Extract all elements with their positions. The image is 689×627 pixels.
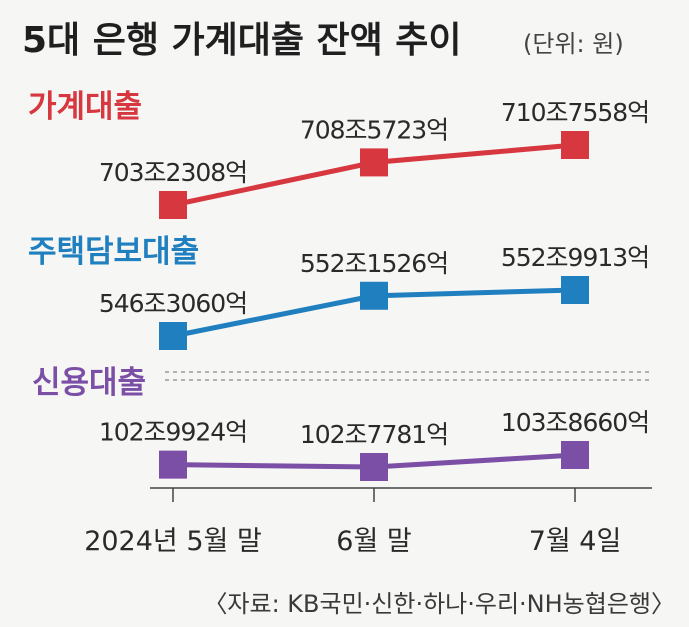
data-label: 552조9913억 <box>501 243 649 272</box>
data-point <box>159 322 187 350</box>
x-tick-label: 2024년 5월 말 <box>84 526 262 557</box>
data-point <box>561 276 589 304</box>
source-note: 〈자료: KB국민·신한·하나·우리·NH농협은행〉 <box>203 590 675 618</box>
series-name: 주택담보대출 <box>28 234 199 270</box>
x-ticks <box>172 488 576 502</box>
data-label: 102조9924억 <box>99 418 247 447</box>
x-tick-label: 6월 말 <box>336 526 411 557</box>
x-tick-label: 7월 4일 <box>529 526 622 557</box>
data-label: 546조3060억 <box>99 289 247 318</box>
data-label: 103조8660억 <box>501 408 649 437</box>
series-2: 신용대출 102조9924억 102조7781억 103조8660억 <box>32 365 650 481</box>
data-point <box>360 453 388 481</box>
data-label: 102조7781억 <box>300 420 448 449</box>
series-1: 주택담보대출 546조3060억 552조1526억 552조9913억 <box>28 234 650 350</box>
chart-title: 5대 은행 가계대출 잔액 추이 <box>22 20 462 61</box>
data-label: 703조2308억 <box>99 158 247 187</box>
series-name: 신용대출 <box>32 365 146 401</box>
data-point <box>561 441 589 469</box>
data-point <box>159 191 187 219</box>
data-point <box>360 281 388 310</box>
series-name: 가계대출 <box>28 89 142 125</box>
data-label: 552조1526억 <box>300 249 448 278</box>
data-point <box>561 131 589 159</box>
data-label: 708조5723억 <box>300 115 448 144</box>
series-0: 가계대출 703조2308억 708조5723억 710조7558억 <box>28 89 650 219</box>
unit-label: (단위: 원) <box>523 30 624 58</box>
x-tick-labels: 2024년 5월 말 6월 말 7월 4일 <box>84 526 621 557</box>
data-label: 710조7558억 <box>501 98 649 127</box>
data-point <box>159 450 187 479</box>
data-point <box>360 148 388 177</box>
